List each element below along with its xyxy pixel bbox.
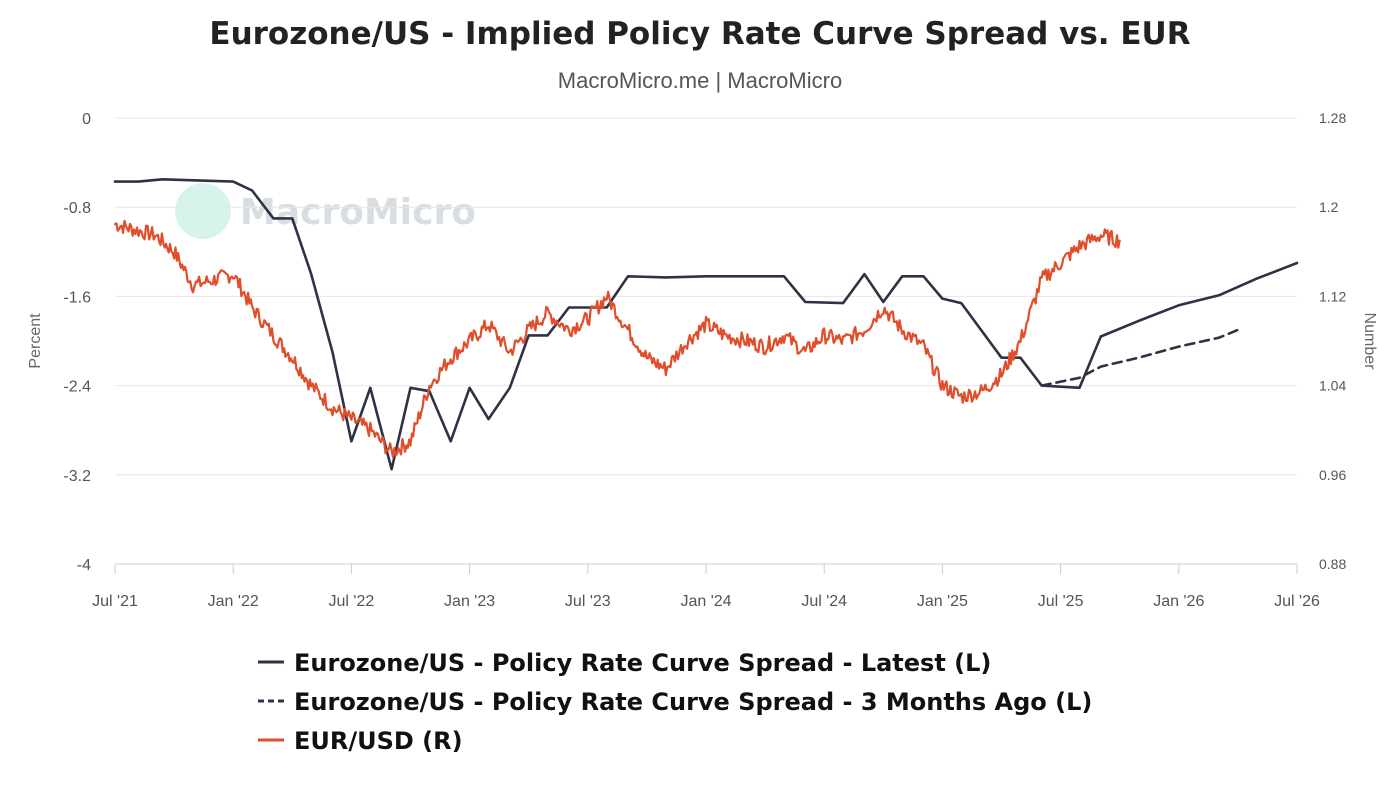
- watermark-text: MacroMicro: [240, 192, 476, 233]
- y-left-tick-label: -1.6: [63, 289, 91, 306]
- series: [113, 178, 1299, 471]
- series-line-eurusd: [113, 219, 1121, 459]
- series-line-latest: [113, 178, 1299, 471]
- y-left-tick-label: 0: [82, 111, 91, 128]
- grid: [115, 117, 1297, 565]
- legend-item-3m-ago[interactable]: Eurozone/US - Policy Rate Curve Spread -…: [294, 688, 1092, 716]
- y-left-axis-title: Percent: [27, 313, 44, 369]
- legend-item-latest[interactable]: Eurozone/US - Policy Rate Curve Spread -…: [294, 649, 991, 677]
- x-tick-label: Jul '22: [329, 593, 375, 610]
- watermark-logo-icon: [175, 183, 231, 239]
- y-left-tick-label: -2.4: [63, 379, 91, 396]
- y-left-tick-label: -3.2: [63, 468, 91, 485]
- chart-title: Eurozone/US - Implied Policy Rate Curve …: [209, 16, 1190, 52]
- x-tick-label: Jan '23: [444, 593, 495, 610]
- legend: Eurozone/US - Policy Rate Curve Spread -…: [258, 649, 1092, 755]
- y-right-tick-label: 1.04: [1319, 378, 1346, 394]
- series-line-3m-ago: [1040, 328, 1240, 387]
- y-right-tick-label: 1.28: [1319, 110, 1346, 126]
- x-tick-label: Jan '26: [1153, 593, 1204, 610]
- y-right-tick-label: 1.12: [1319, 288, 1346, 304]
- x-tick-label: Jan '25: [917, 593, 968, 610]
- y-right-tick-label: 0.88: [1319, 556, 1346, 572]
- x-tick-label: Jul '25: [1038, 593, 1084, 610]
- x-tick-label: Jul '23: [565, 593, 611, 610]
- x-tick-label: Jul '26: [1274, 593, 1320, 610]
- x-tick-label: Jan '24: [680, 593, 731, 610]
- y-right-axis-title: Number: [1361, 313, 1378, 371]
- axes: 0 -0.8 -1.6 -2.4 -3.2 -4 1.28 1.2 1.12 1.04 0.96 0.…: [27, 110, 1378, 610]
- y-right-tick-label: 1.2: [1319, 199, 1339, 215]
- legend-item-eurusd[interactable]: EUR/USD (R): [294, 727, 463, 755]
- chart-subtitle: MacroMicro.me | MacroMicro: [558, 68, 842, 93]
- x-tick-label: Jul '21: [92, 593, 138, 610]
- x-tick-label: Jul '24: [801, 593, 847, 610]
- x-tick-label: Jan '22: [208, 593, 259, 610]
- y-left-tick-label: -4: [77, 557, 91, 574]
- y-left-tick-label: -0.8: [63, 200, 91, 217]
- watermark: MacroMicro: [175, 183, 476, 239]
- y-right-tick-label: 0.96: [1319, 467, 1346, 483]
